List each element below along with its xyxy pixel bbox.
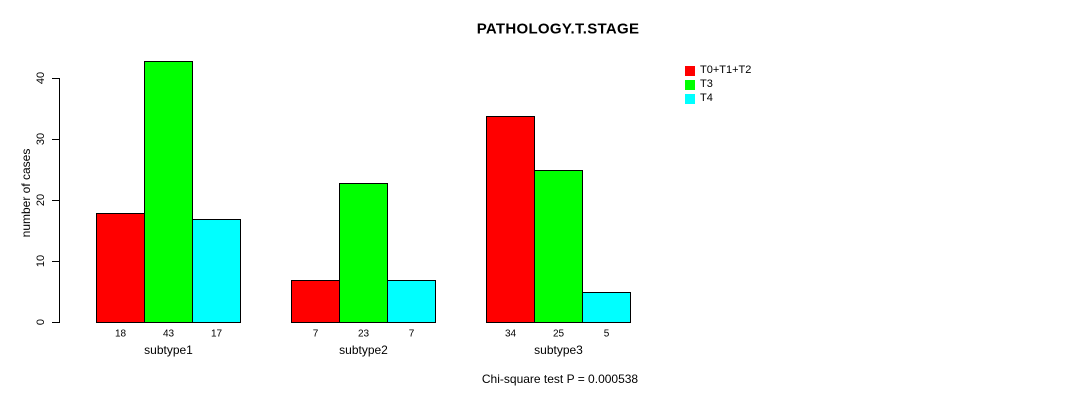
legend-swatch <box>685 65 695 76</box>
y-tick-mark <box>52 261 59 262</box>
y-tick-mark <box>52 78 59 79</box>
bar-value-label: 5 <box>603 328 610 340</box>
bar-T0+T1+T2 <box>486 116 535 323</box>
bar-T4 <box>582 292 631 323</box>
legend-item: T3 <box>685 79 713 90</box>
chart-title: PATHOLOGY.T.STAGE <box>476 20 640 38</box>
bar-T4 <box>192 219 241 323</box>
bar-value-label: 23 <box>357 328 370 340</box>
y-axis-label: number of cases <box>19 148 33 238</box>
bar-T0+T1+T2 <box>96 213 145 323</box>
legend-label: T0+T1+T2 <box>700 64 752 76</box>
bar-value-label: 43 <box>162 328 175 340</box>
bar-T0+T1+T2 <box>291 280 340 323</box>
legend-swatch <box>685 93 695 104</box>
category-label: subtype2 <box>339 343 388 357</box>
y-axis-line <box>59 78 60 323</box>
y-tick-label: 30 <box>35 132 47 146</box>
y-tick-label: 10 <box>35 254 47 268</box>
bar-T3 <box>339 183 388 323</box>
bar-value-label: 18 <box>114 328 127 340</box>
y-tick-mark <box>52 322 59 323</box>
category-label: subtype1 <box>144 343 193 357</box>
y-tick-label: 20 <box>35 193 47 207</box>
legend-item: T0+T1+T2 <box>685 65 751 76</box>
bar-value-label: 17 <box>210 328 223 340</box>
legend-label: T4 <box>700 92 713 104</box>
y-tick-label: 0 <box>35 318 47 326</box>
bar-value-label: 34 <box>504 328 517 340</box>
legend-item: T4 <box>685 93 713 104</box>
bar-value-label: 7 <box>312 328 319 340</box>
bar-value-label: 25 <box>552 328 565 340</box>
legend-swatch <box>685 79 695 90</box>
y-tick-label: 40 <box>35 71 47 85</box>
bar-T3 <box>144 61 193 323</box>
bar-T4 <box>387 280 436 323</box>
bar-value-label: 7 <box>408 328 415 340</box>
y-tick-mark <box>52 200 59 201</box>
category-label: subtype3 <box>534 343 583 357</box>
legend-label: T3 <box>700 78 713 90</box>
caption: Chi-square test P = 0.000538 <box>481 372 639 386</box>
y-tick-mark <box>52 139 59 140</box>
bar-T3 <box>534 170 583 323</box>
